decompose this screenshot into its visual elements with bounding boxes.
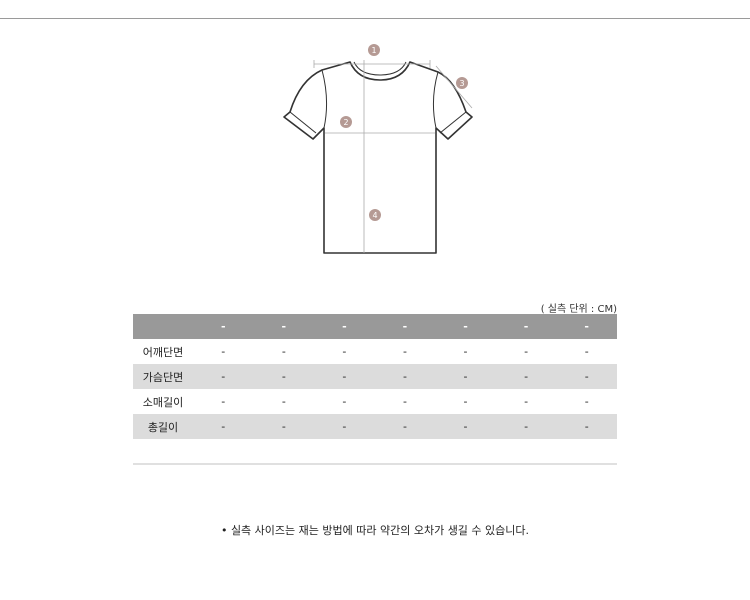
value-cell: - — [221, 345, 226, 358]
bottom-divider — [133, 463, 617, 465]
value-cell: - — [374, 414, 436, 439]
value-cell: - — [281, 345, 286, 358]
header-cell: - — [374, 314, 436, 339]
header-cell: - — [253, 314, 315, 339]
row-label: 총길이 — [133, 414, 193, 439]
value-cell: - — [281, 395, 286, 408]
value-cell: - — [342, 395, 347, 408]
value-cell: - — [253, 414, 315, 439]
table-row: 소매길이 - - - - - - - — [133, 389, 617, 414]
value-cell: - — [495, 364, 557, 389]
table-row: 가슴단면 - - - - - - - — [133, 364, 617, 389]
value-cell: - — [314, 414, 375, 439]
svg-text:1: 1 — [371, 46, 376, 55]
header-cell: - — [495, 314, 557, 339]
value-cell: - — [193, 414, 254, 439]
marker-3 — [456, 77, 468, 89]
value-cell: - — [374, 364, 436, 389]
marker-4 — [369, 209, 381, 221]
value-cell: - — [435, 414, 496, 439]
svg-text:4: 4 — [372, 211, 377, 220]
value-cell: - — [556, 364, 617, 389]
value-cell: - — [524, 395, 529, 408]
value-cell: - — [463, 345, 468, 358]
header-cell: - — [435, 314, 496, 339]
value-cell: - — [402, 345, 407, 358]
row-label: 소매길이 — [142, 395, 184, 409]
marker-2 — [340, 116, 352, 128]
svg-text:2: 2 — [343, 118, 348, 127]
value-cell: - — [495, 414, 557, 439]
row-label: 어깨단면 — [142, 345, 184, 359]
value-cell: - — [556, 414, 617, 439]
table-header-row: - - - - - - - — [133, 314, 617, 339]
measurement-markers — [340, 44, 468, 221]
header-cell: - — [314, 314, 375, 339]
value-cell: - — [463, 395, 468, 408]
measurement-note: • 실측 사이즈는 재는 방법에 따라 약간의 오차가 생길 수 있습니다. — [220, 524, 530, 537]
size-table: - - - - - - - 어깨단면 - - - - - - - 가슴단면 - - - - - - - 소매길이… — [133, 314, 617, 439]
value-cell: - — [193, 364, 254, 389]
shirt-outline — [283, 61, 473, 254]
tshirt-size-diagram: 1 2 3 4 — [283, 44, 473, 254]
value-cell: - — [435, 364, 496, 389]
value-cell: - — [342, 345, 347, 358]
marker-1 — [368, 44, 380, 56]
top-divider — [0, 18, 750, 19]
value-cell: - — [402, 395, 407, 408]
header-cell: - — [556, 314, 617, 339]
value-cell: - — [221, 395, 226, 408]
value-cell: - — [314, 364, 375, 389]
value-cell: - — [584, 345, 589, 358]
header-cell — [133, 314, 193, 339]
unit-label: ( 실측 단위 : CM) — [540, 304, 617, 315]
value-cell: - — [524, 345, 529, 358]
row-label: 가슴단면 — [133, 364, 193, 389]
svg-text:3: 3 — [459, 79, 464, 88]
value-cell: - — [584, 395, 589, 408]
table-row: 어깨단면 - - - - - - - — [133, 339, 617, 364]
value-cell: - — [253, 364, 315, 389]
header-cell: - — [193, 314, 254, 339]
table-row: 총길이 - - - - - - - — [133, 414, 617, 439]
